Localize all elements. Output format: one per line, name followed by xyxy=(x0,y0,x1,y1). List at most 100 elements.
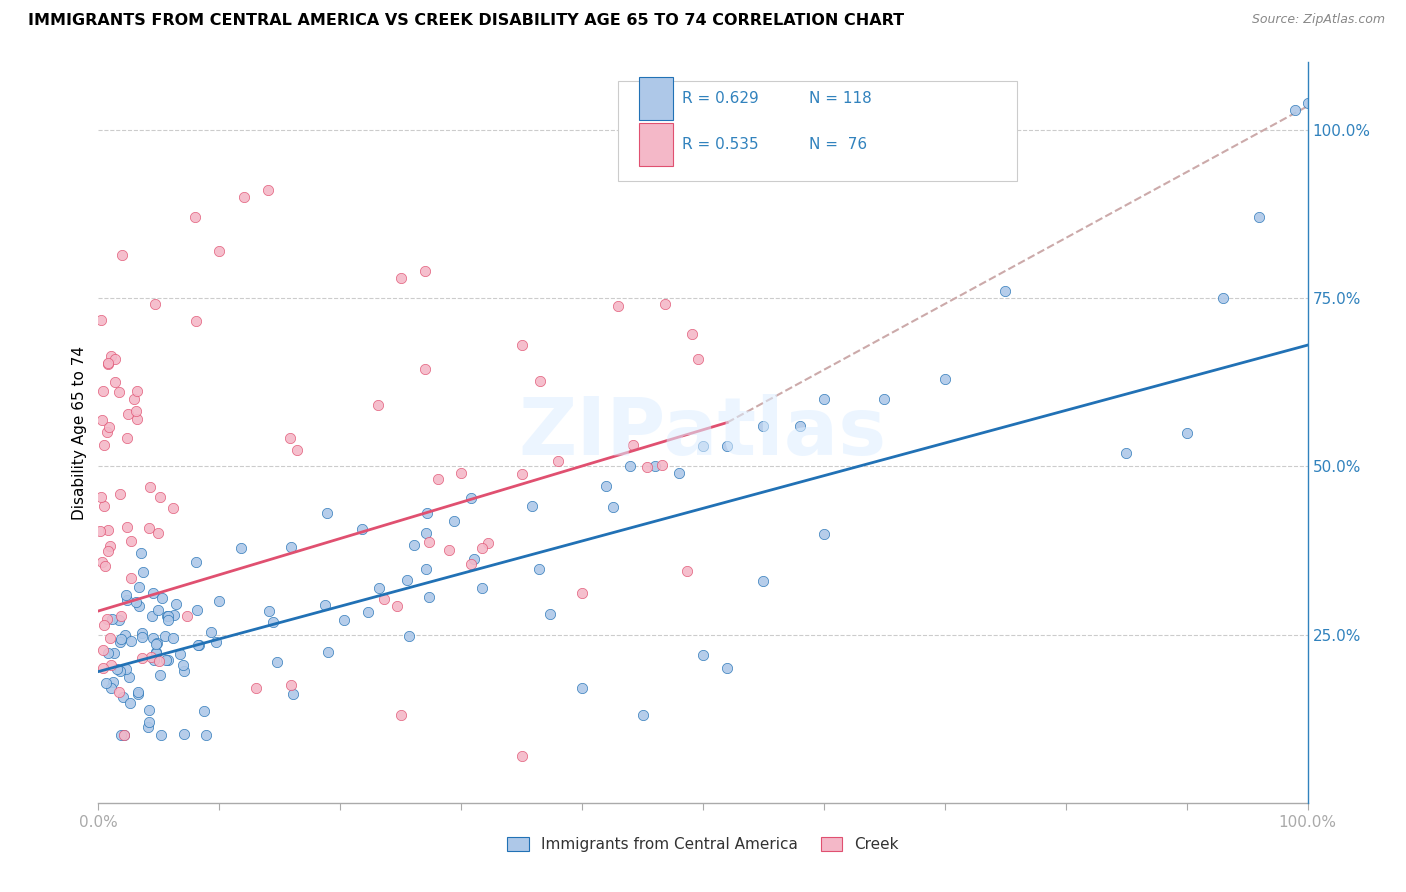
Point xyxy=(114,628,136,642)
Point xyxy=(112,690,135,704)
Point xyxy=(108,613,131,627)
Bar xyxy=(638,77,673,120)
Point xyxy=(118,696,141,710)
Point xyxy=(398,629,420,643)
Point xyxy=(89,524,111,538)
Point xyxy=(157,653,180,667)
Point xyxy=(90,312,112,326)
Point xyxy=(1212,291,1234,305)
Point xyxy=(111,248,134,262)
Point xyxy=(173,664,195,678)
Point xyxy=(813,392,835,406)
Point xyxy=(654,297,676,311)
Point xyxy=(571,586,593,600)
Point xyxy=(149,729,172,743)
Point xyxy=(266,656,288,670)
Point xyxy=(110,635,132,649)
Point xyxy=(172,657,194,672)
Point xyxy=(688,352,710,367)
Point xyxy=(112,729,135,743)
Point xyxy=(96,425,118,439)
Point xyxy=(146,603,169,617)
Point xyxy=(101,675,124,690)
Point xyxy=(1284,103,1306,117)
Point xyxy=(350,522,373,536)
Point xyxy=(142,586,165,600)
Point xyxy=(450,467,472,481)
Point xyxy=(97,357,120,371)
Point xyxy=(110,609,132,624)
Point xyxy=(437,543,460,558)
Point xyxy=(413,264,436,278)
Point xyxy=(162,632,184,646)
Point xyxy=(149,668,172,682)
Point xyxy=(873,392,896,406)
Point xyxy=(184,211,207,225)
Point xyxy=(138,521,160,535)
Point xyxy=(418,535,440,549)
Point xyxy=(131,651,153,665)
Point xyxy=(193,704,215,718)
Point xyxy=(96,611,118,625)
Point xyxy=(259,604,281,618)
Point xyxy=(165,597,187,611)
Point xyxy=(571,681,593,696)
Point xyxy=(97,420,120,434)
Point xyxy=(91,643,114,657)
Point xyxy=(602,500,624,515)
Point xyxy=(118,670,141,684)
Point xyxy=(752,574,775,588)
Point xyxy=(129,546,152,560)
Legend: Immigrants from Central America, Creek: Immigrants from Central America, Creek xyxy=(501,830,905,858)
Point xyxy=(389,708,412,723)
Point xyxy=(367,397,389,411)
Point xyxy=(93,499,115,513)
Point xyxy=(139,480,162,494)
Text: ZIPatlas: ZIPatlas xyxy=(519,393,887,472)
Point xyxy=(668,466,690,480)
Point xyxy=(136,720,159,734)
Point xyxy=(110,729,132,743)
Point xyxy=(115,431,138,445)
Point xyxy=(644,459,666,474)
Point xyxy=(131,626,153,640)
Point xyxy=(547,453,569,467)
Point xyxy=(156,608,179,623)
Bar xyxy=(638,123,673,166)
Point xyxy=(676,564,699,578)
Point xyxy=(112,729,135,743)
Text: N = 118: N = 118 xyxy=(810,91,872,106)
Point xyxy=(314,598,336,612)
Point xyxy=(682,326,704,341)
Point xyxy=(208,594,231,608)
Text: N =  76: N = 76 xyxy=(810,137,868,153)
Point xyxy=(104,376,127,390)
Point xyxy=(125,594,148,608)
Point xyxy=(97,356,120,370)
Point xyxy=(443,514,465,528)
Point xyxy=(520,499,543,513)
Point xyxy=(115,520,138,534)
Point xyxy=(278,431,301,445)
Point xyxy=(114,663,136,677)
Point xyxy=(418,590,440,604)
Point xyxy=(716,661,738,675)
Point xyxy=(195,729,218,743)
Point xyxy=(103,647,125,661)
Point xyxy=(125,384,148,399)
Point xyxy=(529,374,551,388)
Point xyxy=(1296,95,1319,110)
Point xyxy=(229,541,252,555)
Point xyxy=(100,681,122,696)
Point xyxy=(100,349,122,363)
Point xyxy=(155,652,177,666)
Point xyxy=(636,459,658,474)
Point xyxy=(460,491,482,505)
Point xyxy=(127,412,149,426)
Point xyxy=(120,634,142,648)
Point xyxy=(124,392,146,406)
Point xyxy=(115,593,138,607)
Point xyxy=(127,685,149,699)
Point xyxy=(471,582,494,596)
Point xyxy=(157,613,180,627)
